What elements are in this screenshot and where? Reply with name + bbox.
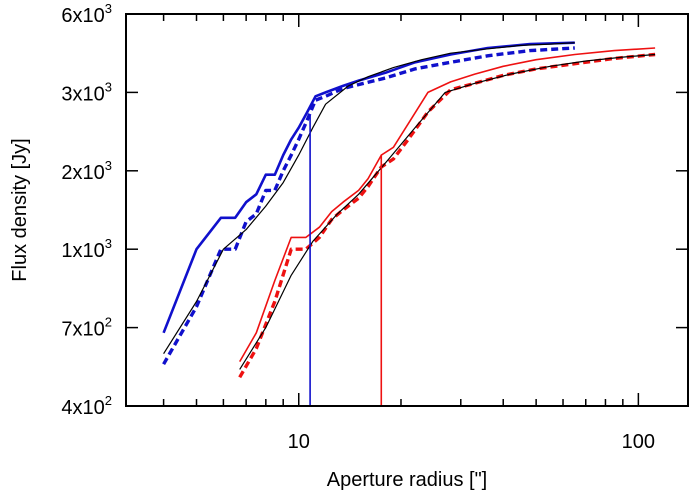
y-tick-label: 4x102 — [61, 393, 112, 419]
x-axis-label: Aperture radius ["] — [327, 469, 488, 491]
series-line-1 — [162, 46, 575, 366]
x-axis: 10 100 — [162, 14, 655, 453]
x-tick-label: 10 — [288, 431, 310, 453]
plot-frame — [125, 13, 689, 407]
x-tick-label: 100 — [622, 431, 655, 453]
y-axis: 4x102 7x102 1x103 2x103 3x103 6x103 — [61, 1, 688, 419]
y-tick-label: 6x103 — [61, 1, 112, 27]
series-line-4 — [238, 52, 656, 379]
series-line-0 — [162, 41, 575, 334]
series-line-3 — [239, 47, 656, 362]
y-axis-label: Flux density [Jy] — [9, 138, 31, 281]
y-tick-label: 1x103 — [61, 236, 112, 262]
y-tick-label: 2x103 — [61, 158, 112, 184]
y-tick-label: 3x103 — [61, 79, 112, 105]
series-line-5 — [239, 53, 656, 370]
y-tick-label: 7x102 — [61, 315, 112, 341]
plot-series — [162, 41, 656, 379]
series-line-2 — [163, 42, 575, 355]
marker-lines — [309, 115, 383, 406]
